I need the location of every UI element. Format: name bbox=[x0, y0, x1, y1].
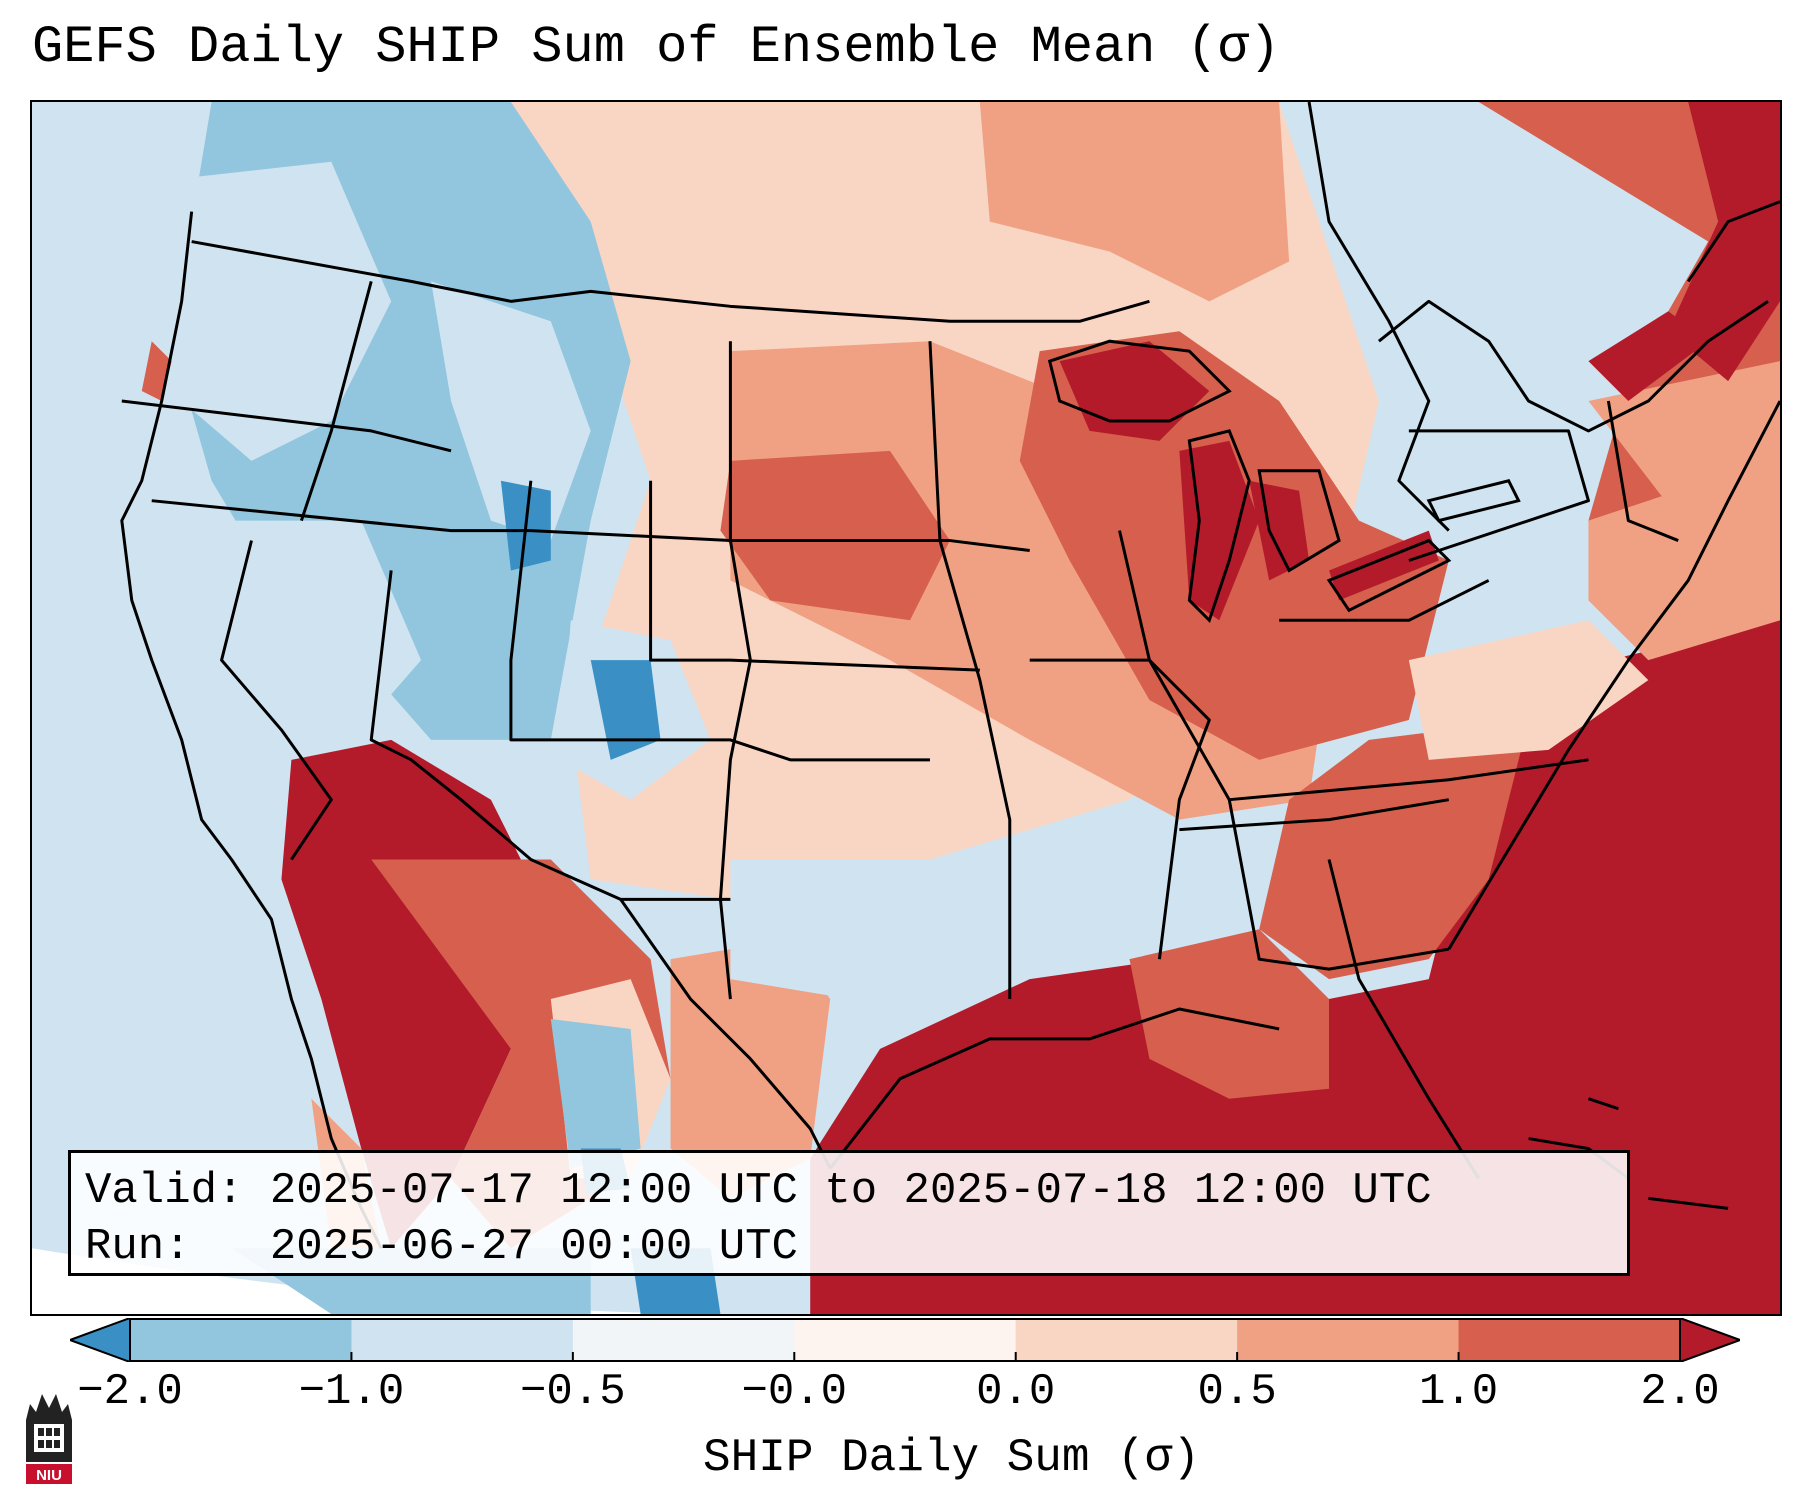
great-lakes bbox=[1047, 339, 1521, 624]
colorbar-segment bbox=[1458, 1318, 1681, 1362]
west-coastline bbox=[120, 211, 383, 1249]
northern-tier-border bbox=[151, 499, 1030, 553]
run-time: 2025-06-27 00:00 UTC bbox=[269, 1222, 798, 1272]
nevada-border bbox=[220, 540, 333, 861]
colorbar-segment bbox=[351, 1318, 574, 1362]
colorbar-tick-label: 0.5 bbox=[1197, 1367, 1277, 1417]
lake-superior bbox=[1047, 339, 1232, 423]
colorbar-title: SHIP Daily Sum (σ) bbox=[703, 1432, 1200, 1484]
oregon-north-border bbox=[121, 399, 452, 453]
colorbar-extend-low bbox=[70, 1318, 131, 1362]
ship-map bbox=[32, 102, 1780, 1314]
niu-logo: NIU bbox=[26, 1394, 72, 1484]
lake-erie bbox=[1326, 538, 1452, 613]
colorbar-segment bbox=[130, 1318, 352, 1362]
svg-text:NIU: NIU bbox=[36, 1467, 62, 1484]
colorbar-tick-label: 1.0 bbox=[1418, 1367, 1499, 1417]
colorbar-tick-label: −1.0 bbox=[298, 1367, 405, 1417]
colorbar-tick-label: −0.5 bbox=[520, 1367, 626, 1417]
colorbar-segment bbox=[1015, 1318, 1238, 1362]
figure-title: GEFS Daily SHIP Sum of Ensemble Mean (σ) bbox=[32, 18, 1281, 77]
lake-huron bbox=[1257, 469, 1341, 573]
east-coastline bbox=[1447, 400, 1780, 950]
colorbar-tick-label: 2.0 bbox=[1640, 1367, 1720, 1417]
lake-ontario bbox=[1426, 479, 1521, 523]
colorbar-tick-label: 0.0 bbox=[976, 1367, 1056, 1417]
anomaly-region-strong-negative bbox=[590, 660, 661, 760]
map-panel[interactable] bbox=[30, 100, 1782, 1316]
colorbar-tick-label: −2.0 bbox=[77, 1367, 183, 1417]
valid-label: Valid: bbox=[85, 1166, 244, 1216]
valid-time-range: 2025-07-17 12:00 UTC to 2025-07-18 12:00… bbox=[269, 1166, 1432, 1216]
colorbar-tick-labels: −2.0 −1.0 −0.5 −0.0 0.0 0.5 1.0 2.0 bbox=[0, 1366, 1803, 1426]
boundaries bbox=[120, 102, 1780, 1249]
run-label: Run: bbox=[85, 1222, 191, 1272]
colorbar-segment bbox=[1237, 1318, 1460, 1362]
valid-run-info-box: Valid: 2025-07-17 12:00 UTC to 2025-07-1… bbox=[68, 1150, 1630, 1276]
lake-michigan bbox=[1187, 429, 1251, 624]
florida-coast bbox=[1327, 859, 1480, 1180]
domain-edge bbox=[32, 1248, 731, 1314]
colorbar-segment bbox=[572, 1318, 795, 1362]
colorbar-tick-label: −0.0 bbox=[741, 1367, 848, 1417]
colorbar-outline bbox=[129, 1318, 1681, 1362]
colorbar-segment bbox=[794, 1318, 1017, 1362]
colorbar bbox=[70, 1318, 1740, 1362]
colorbar-extend-high bbox=[1679, 1318, 1740, 1362]
